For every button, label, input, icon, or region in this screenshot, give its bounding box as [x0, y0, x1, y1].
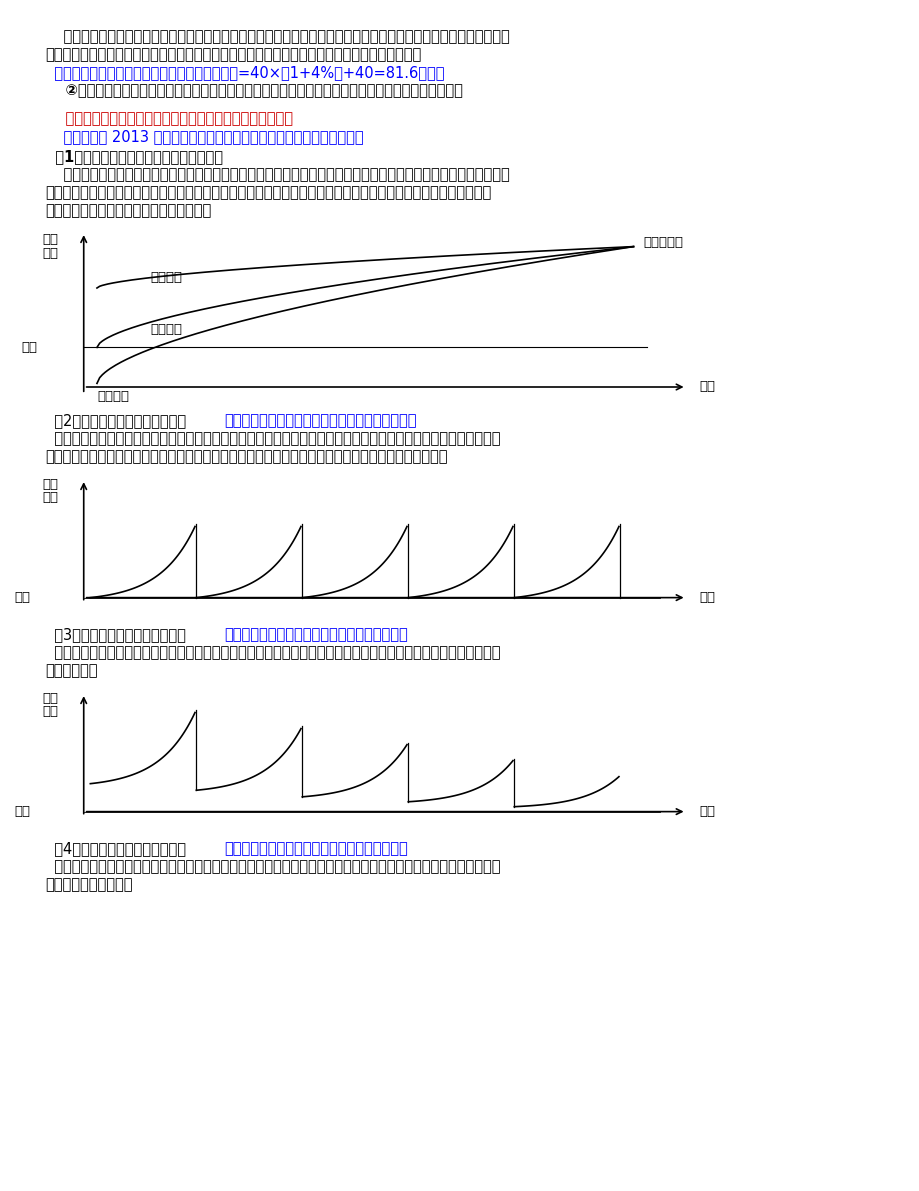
Text: 时间: 时间 [699, 380, 715, 393]
Text: 半年支付一次利息时，一年后获得的利息的价值=40×（1+4%）+40=81.6（元）: 半年支付一次利息时，一年后获得的利息的价值=40×（1+4%）+40=81.6（… [45, 66, 444, 80]
Text: 价值: 价值 [42, 491, 59, 504]
Text: 为越接近到期日，折现期越短，所以债券的价值会逐渐上升，直至到期日等于债券的到期日价值。不管是溢价发行、: 为越接近到期日，折现期越短，所以债券的价值会逐渐上升，直至到期日等于债券的到期日… [45, 185, 491, 200]
Text: （1）到期一次还本付息的债券：逐渐上升: （1）到期一次还本付息的债券：逐渐上升 [45, 149, 222, 164]
Text: 整体趋势保持不变，在两个付息日之间逐渐上升。: 整体趋势保持不变，在两个付息日之间逐渐上升。 [224, 413, 416, 428]
Text: 金流量的数额是一样的，但是因为越靠近下个付息时点，折现的期限越短，所以债券的价值会逐渐升高。: 金流量的数额是一样的，但是因为越靠近下个付息时点，折现的期限越短，所以债券的价值… [45, 449, 447, 464]
Text: 到期一次还本付息债券的到期日价值为面值和所有的利息之和，而到期日之前的价值等于到期日价值的复利现值，因: 到期一次还本付息债券的到期日价值为面值和所有的利息之和，而到期日之前的价值等于到… [45, 167, 509, 182]
Text: 时间: 时间 [699, 805, 715, 818]
Text: 平价发行: 平价发行 [150, 323, 182, 336]
Text: 这种理解的错误之处就是没有考虑时间价值，半年支付一次利息时把两个时点获得的利息直接相加起来了，其实在年: 这种理解的错误之处就是没有考虑时间价值，半年支付一次利息时把两个时点获得的利息直… [45, 29, 509, 44]
Text: （4）折价发行的分期付息债券：: （4）折价发行的分期付息债券： [45, 841, 186, 856]
Text: ②其实不但票面利率存在报价利率、计息期利率和有效年利率，折现率、到期收益率也有这三个概念。: ②其实不但票面利率存在报价利率、计息期利率和有效年利率，折现率、到期收益率也有这… [45, 83, 462, 98]
Text: 平价发行的债券在付息的时点上，价值都等于面值，而在两个付息日之间，各个时点上债券价值计算时未来获得的现: 平价发行的债券在付息的时点上，价值都等于面值，而在两个付息日之间，各个时点上债券… [45, 431, 500, 445]
Text: 折价发行的债券在各个付息时点上的价值的趋势是逐渐上升的，但是在两个付息日之间是逐渐上升的，原理与平价发: 折价发行的债券在各个付息时点上的价值的趋势是逐渐上升的，但是在两个付息日之间是逐… [45, 859, 500, 874]
Text: 面值: 面值 [21, 341, 38, 354]
Text: 各种形式的债券随着到期日的临近，其价值是如何变化的？: 各种形式的债券随着到期日的临近，其价值是如何变化的？ [45, 111, 292, 126]
Text: 整体呈下降趋势，在两个付息日之间逐渐上升。: 整体呈下降趋势，在两个付息日之间逐渐上升。 [224, 626, 408, 642]
Text: 行债券类似。如下图：: 行债券类似。如下图： [45, 877, 132, 892]
Text: 溢价发行: 溢价发行 [150, 270, 182, 283]
Text: 债券: 债券 [42, 692, 59, 705]
Text: 行债券类似。: 行债券类似。 [45, 663, 97, 678]
Text: 债券: 债券 [42, 233, 59, 245]
Text: （3）溢价发行的分期付息债券：: （3）溢价发行的分期付息债券： [45, 626, 186, 642]
Text: 中支付的利息是可以进行再投资而生息的，因此它需要按照半年的利率折算到一年末。也就是说：: 中支付的利息是可以进行再投资而生息的，因此它需要按照半年的利率折算到一年末。也就… [45, 46, 421, 62]
Text: 时间: 时间 [699, 591, 715, 604]
Text: 债券: 债券 [42, 478, 59, 491]
Text: （2）平价发行的分期付息债券：: （2）平价发行的分期付息债券： [45, 413, 186, 428]
Text: 价值: 价值 [42, 705, 59, 718]
Text: 折价发行还是平价发行都是如此。如下图：: 折价发行还是平价发行都是如此。如下图： [45, 202, 211, 218]
Text: 面值: 面值 [15, 805, 30, 818]
Text: 折价发行: 折价发行 [96, 389, 129, 403]
Text: 整体呈上升趋势，在两个付息日之间逐渐上升。: 整体呈上升趋势，在两个付息日之间逐渐上升。 [224, 841, 408, 856]
Text: 价值: 价值 [42, 248, 59, 261]
Text: 面值: 面值 [15, 591, 30, 604]
Text: 溢价发行的债券在各个付息时点上的价值的趋势是逐渐下降的，但是在两个付息日之间是逐渐上升的，原理与平价发: 溢价发行的债券在各个付息时点上的价值的趋势是逐渐下降的，但是在两个付息日之间是逐… [45, 646, 500, 660]
Text: 到期日价值: 到期日价值 [642, 237, 683, 249]
Text: 该问题涉及 2013 年财管教材第五章《债券与股票估价》中的经典考点。: 该问题涉及 2013 年财管教材第五章《债券与股票估价》中的经典考点。 [45, 129, 363, 144]
